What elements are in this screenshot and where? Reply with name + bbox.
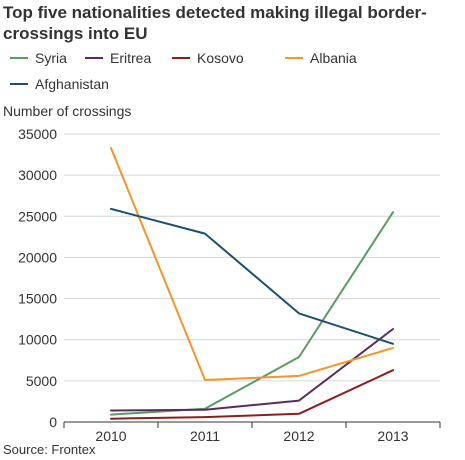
x-tick-label-2011: 2011 [190, 428, 220, 444]
y-tick-label-5000: 5000 [26, 373, 57, 389]
legend-item-albania: Albania [285, 50, 357, 66]
y-tick-label-35000: 35000 [18, 126, 57, 142]
legend-item-eritrea: Eritrea [85, 50, 151, 66]
series-line-kosovo [110, 369, 394, 420]
legend-swatch-albania [285, 57, 303, 59]
y-tick-label-30000: 30000 [18, 167, 57, 183]
y-tick-label-20000: 20000 [18, 249, 57, 265]
legend-item-afghanistan: Afghanistan [10, 76, 109, 92]
legend-label-syria: Syria [35, 50, 67, 66]
y-tick-label-15000: 15000 [18, 291, 57, 307]
legend-swatch-kosovo [172, 57, 190, 59]
y-tick-label-0: 0 [49, 414, 57, 430]
series-line-albania [110, 147, 394, 381]
x-tick-label-2010: 2010 [95, 428, 126, 444]
legend-item-kosovo: Kosovo [172, 50, 244, 66]
legend-swatch-afghanistan [10, 83, 28, 85]
legend-item-syria: Syria [10, 50, 67, 66]
y-tick-label-25000: 25000 [18, 208, 57, 224]
legend-swatch-eritrea [85, 57, 103, 59]
legend: Syria Eritrea Kosovo Albania Afghanistan [0, 50, 465, 100]
x-tick-label-2013: 2013 [377, 428, 408, 444]
series-line-eritrea [110, 328, 394, 412]
chart-title: Top five nationalities detected making i… [3, 3, 427, 43]
legend-label-afghanistan: Afghanistan [35, 76, 109, 92]
x-tick-label-2012: 2012 [283, 428, 314, 444]
y-tick-label-10000: 10000 [18, 332, 57, 348]
legend-label-albania: Albania [310, 50, 357, 66]
y-axis-label: Number of crossings [3, 103, 132, 119]
legend-label-eritrea: Eritrea [110, 50, 152, 66]
series-line-afghanistan [110, 207, 394, 345]
legend-label-kosovo: Kosovo [197, 50, 244, 66]
source-note: Source: Frontex [3, 442, 96, 457]
legend-swatch-syria [10, 57, 28, 59]
series-line-syria [110, 211, 394, 416]
